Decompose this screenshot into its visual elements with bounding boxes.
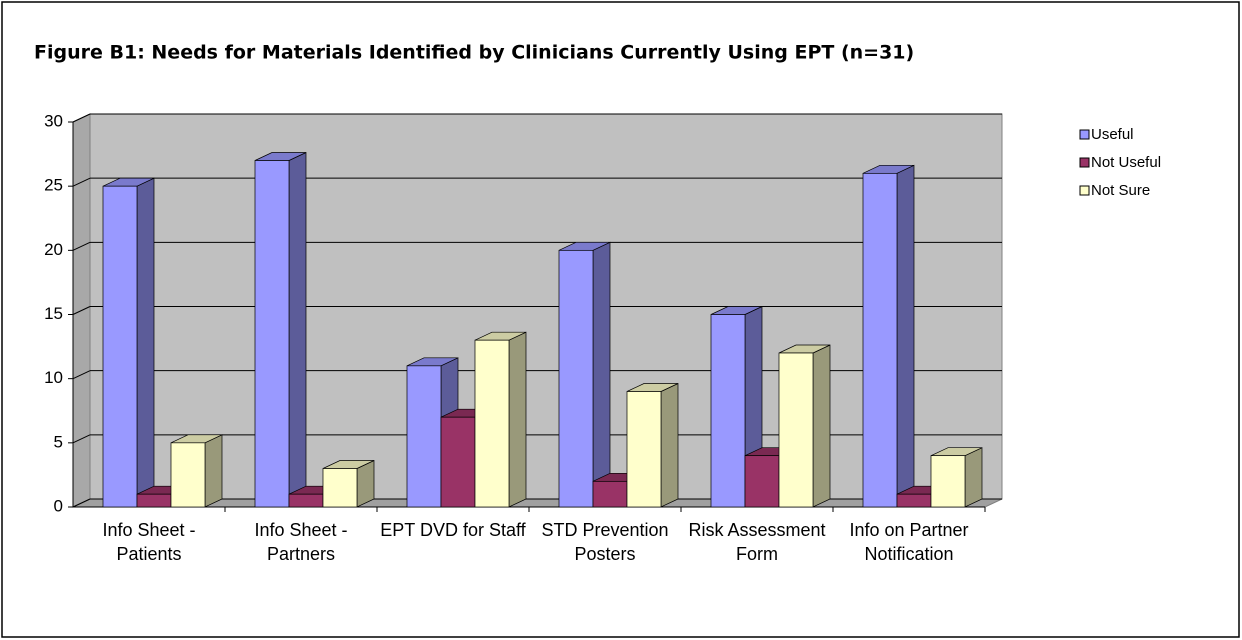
grid-line — [72, 498, 91, 508]
bar — [930, 447, 983, 508]
bar-front — [102, 185, 138, 508]
bar-front — [592, 480, 628, 508]
bar-side — [592, 241, 611, 508]
bar-front — [930, 455, 966, 508]
bar-front — [744, 455, 780, 508]
bar-front — [406, 365, 442, 508]
bar-front — [626, 391, 662, 508]
grid-line — [72, 113, 91, 123]
bar-side — [812, 344, 831, 508]
chart-title: Figure B1: Needs for Materials Identifie… — [34, 42, 914, 64]
bar-front — [440, 416, 476, 508]
bar — [626, 382, 679, 508]
bar — [558, 241, 611, 508]
y-tick-label: 5 — [54, 432, 63, 451]
bar-front — [288, 493, 324, 508]
bar-side — [896, 164, 915, 508]
x-tick-label: Info Sheet - Patients — [102, 520, 196, 564]
y-tick-label: 30 — [44, 111, 63, 130]
bar-side — [204, 434, 223, 508]
y-tick-label: 15 — [44, 304, 63, 323]
bar — [102, 177, 155, 508]
legend-swatch — [1079, 157, 1090, 168]
bar — [862, 164, 915, 508]
bar-side — [136, 177, 155, 508]
bar — [170, 434, 223, 508]
bar — [778, 344, 831, 508]
bar — [322, 459, 375, 508]
x-tick-label: Info Sheet - Partners — [254, 520, 348, 564]
grid-line — [72, 434, 91, 444]
bar-front — [322, 468, 358, 508]
bar-front — [254, 160, 290, 508]
bar-front — [474, 339, 510, 508]
y-tick-label: 0 — [54, 496, 63, 515]
bar-front — [558, 249, 594, 508]
y-tick-label: 10 — [44, 368, 63, 387]
bar-front — [778, 352, 814, 508]
bar — [474, 331, 527, 508]
legend-label: Not Useful — [1091, 154, 1161, 171]
bar-side — [288, 151, 307, 508]
x-tick-label: STD Prevention Posters — [541, 520, 669, 564]
bar-front — [136, 493, 172, 508]
bar-side — [964, 447, 983, 508]
legend-label: Not Sure — [1091, 182, 1150, 199]
bar-side — [508, 331, 527, 508]
x-tick-label: Info on Partner Notification — [849, 520, 969, 564]
bar-front — [710, 314, 746, 508]
grid-line — [72, 241, 91, 251]
legend-swatch — [1079, 185, 1090, 196]
bar-front — [862, 172, 898, 508]
legend-swatch — [1079, 129, 1090, 140]
grid-line — [72, 370, 91, 380]
y-tick-label: 25 — [44, 176, 63, 195]
y-tick-label: 20 — [44, 240, 63, 259]
grid-line — [72, 177, 91, 187]
bar — [254, 151, 307, 508]
bar-front — [896, 493, 932, 508]
bar-side — [660, 382, 679, 508]
legend-label: Useful — [1091, 126, 1134, 143]
x-tick-label: EPT DVD for Staff — [380, 520, 526, 540]
bar-front — [170, 442, 206, 508]
x-tick-label: Risk Assessment Form — [688, 520, 826, 564]
grid-line — [72, 306, 91, 315]
